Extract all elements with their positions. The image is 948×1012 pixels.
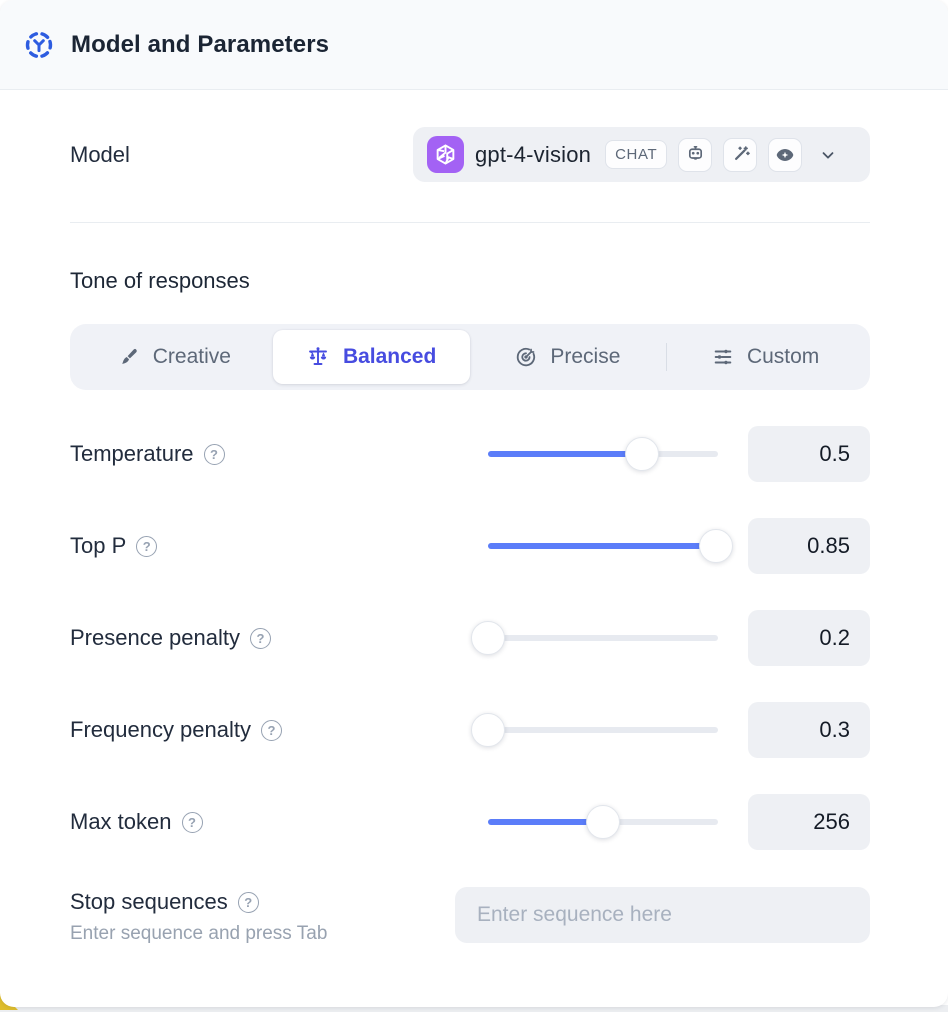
- vision-eye-icon: [768, 137, 803, 172]
- model-row: Model gpt-4-vision CHAT: [70, 127, 870, 182]
- tone-option-balanced[interactable]: Balanced: [272, 330, 470, 384]
- slider-fill: [488, 451, 643, 457]
- parameter-label: Top P: [70, 533, 127, 558]
- slider-thumb[interactable]: [586, 805, 620, 839]
- presence-penalty-value[interactable]: 0.2: [748, 610, 870, 666]
- top-p-slider[interactable]: [488, 529, 733, 563]
- tone-option-label: Balanced: [342, 345, 437, 368]
- slider-thumb[interactable]: [471, 713, 505, 747]
- tone-option-label: Precise: [550, 345, 621, 368]
- sliders-icon: [714, 349, 732, 365]
- magic-wand-icon: [723, 137, 758, 172]
- stop-sequences-row: Stop sequences ? Enter sequence and pres…: [70, 887, 870, 945]
- paintbrush-icon: [121, 348, 137, 364]
- model-select[interactable]: gpt-4-vision CHAT: [413, 127, 870, 182]
- target-icon: [517, 347, 536, 367]
- selected-model-name: gpt-4-vision: [475, 141, 592, 167]
- section-divider: [70, 222, 870, 223]
- model-hub-icon: [25, 31, 53, 58]
- tone-option-precise[interactable]: Precise: [470, 330, 667, 384]
- frequency-penalty-slider[interactable]: [471, 713, 718, 747]
- assistant-robot-icon: [678, 137, 713, 172]
- help-icon[interactable]: ?: [261, 719, 282, 741]
- presence-penalty-slider[interactable]: [471, 621, 718, 655]
- parameter-row-max-token: Max token ? 256: [70, 794, 870, 850]
- help-icon[interactable]: ?: [250, 627, 271, 649]
- tone-option-custom[interactable]: Custom: [667, 330, 864, 384]
- parameter-row-temperature: Temperature ? 0.5: [70, 426, 870, 482]
- model-type-badge: CHAT: [605, 140, 668, 169]
- help-icon[interactable]: ?: [136, 535, 158, 557]
- tone-heading: Tone of responses: [70, 268, 250, 293]
- balance-scale-icon: [308, 347, 327, 365]
- parameter-row-frequency-penalty: Frequency penalty ? 0.3: [70, 702, 870, 758]
- panel-title: Model and Parameters: [71, 30, 330, 58]
- parameter-row-top-p: Top P ? 0.85: [70, 518, 870, 574]
- frequency-penalty-value[interactable]: 0.3: [748, 702, 870, 758]
- chevron-down-icon: [819, 146, 837, 164]
- slider-fill: [488, 543, 716, 549]
- stop-sequence-input[interactable]: [455, 887, 870, 943]
- max-token-value[interactable]: 256: [748, 794, 870, 850]
- tone-option-label: Custom: [746, 345, 820, 368]
- help-icon[interactable]: ?: [203, 443, 225, 465]
- slider-thumb[interactable]: [625, 437, 660, 471]
- slider-thumb[interactable]: [471, 621, 505, 655]
- slider-track[interactable]: [488, 727, 718, 733]
- tone-option-creative[interactable]: Creative: [76, 330, 273, 384]
- stop-sequences-label: Stop sequences: [70, 889, 228, 914]
- parameter-row-presence-penalty: Presence penalty ? 0.2: [70, 610, 870, 666]
- slider-fill: [488, 819, 603, 825]
- stop-sequences-hint: Enter sequence and press Tab: [70, 923, 328, 944]
- top-p-value[interactable]: 0.85: [748, 518, 870, 574]
- openai-logo: [427, 136, 464, 173]
- panel-header: Model and Parameters: [0, 0, 948, 90]
- parameter-label: Frequency penalty: [70, 717, 251, 742]
- parameter-label: Max token: [70, 809, 172, 834]
- slider-thumb[interactable]: [698, 529, 733, 563]
- parameter-label: Temperature: [70, 441, 194, 466]
- segment-divider: [666, 343, 668, 371]
- slider-track[interactable]: [488, 635, 718, 641]
- temperature-slider[interactable]: [488, 437, 718, 471]
- temperature-value[interactable]: 0.5: [748, 426, 870, 482]
- help-icon[interactable]: ?: [237, 891, 259, 913]
- parameter-label: Presence penalty: [70, 625, 240, 650]
- max-token-slider[interactable]: [488, 805, 718, 839]
- help-icon[interactable]: ?: [181, 811, 203, 833]
- tone-segmented-control: Creative Balanced: [70, 324, 870, 390]
- tone-option-label: Creative: [152, 345, 231, 368]
- model-label: Model: [70, 141, 130, 167]
